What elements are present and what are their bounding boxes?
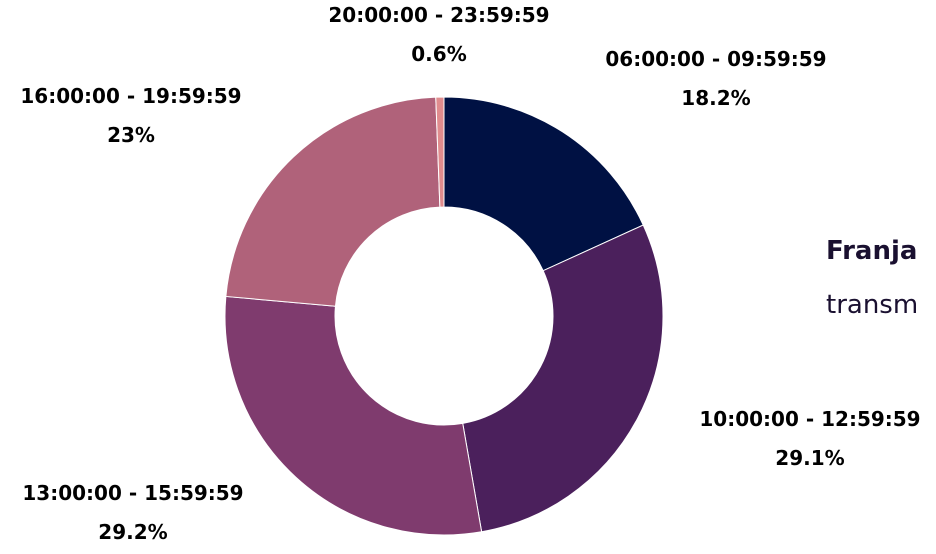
side-title: Franja [826,236,918,266]
slice-category-label: 20:00:00 - 23:59:59 [328,3,549,27]
slice-category-label: 06:00:00 - 09:59:59 [605,47,826,71]
slice-category-label: 10:00:00 - 12:59:59 [699,407,920,431]
slice-category-label: 16:00:00 - 19:59:59 [20,84,241,108]
slice-value-label: 29.2% [98,520,167,544]
side-subtitle: transm [826,290,919,320]
slice-value-label: 23% [107,123,155,147]
slice-value-label: 0.6% [411,42,466,66]
slice-labels: 06:00:00 - 09:59:59 18.2% 10:00:00 - 12:59… [20,3,920,544]
donut-slices [224,96,664,536]
donut-slice-4 [225,96,441,307]
donut-slice-5 [435,96,445,208]
slice-value-label: 18.2% [681,86,750,110]
donut-slice-1 [443,96,644,272]
donut-slice-2 [462,224,664,533]
slice-category-label: 13:00:00 - 15:59:59 [22,481,243,505]
slice-value-label: 29.1% [775,446,844,470]
donut-slice-3 [224,295,483,536]
